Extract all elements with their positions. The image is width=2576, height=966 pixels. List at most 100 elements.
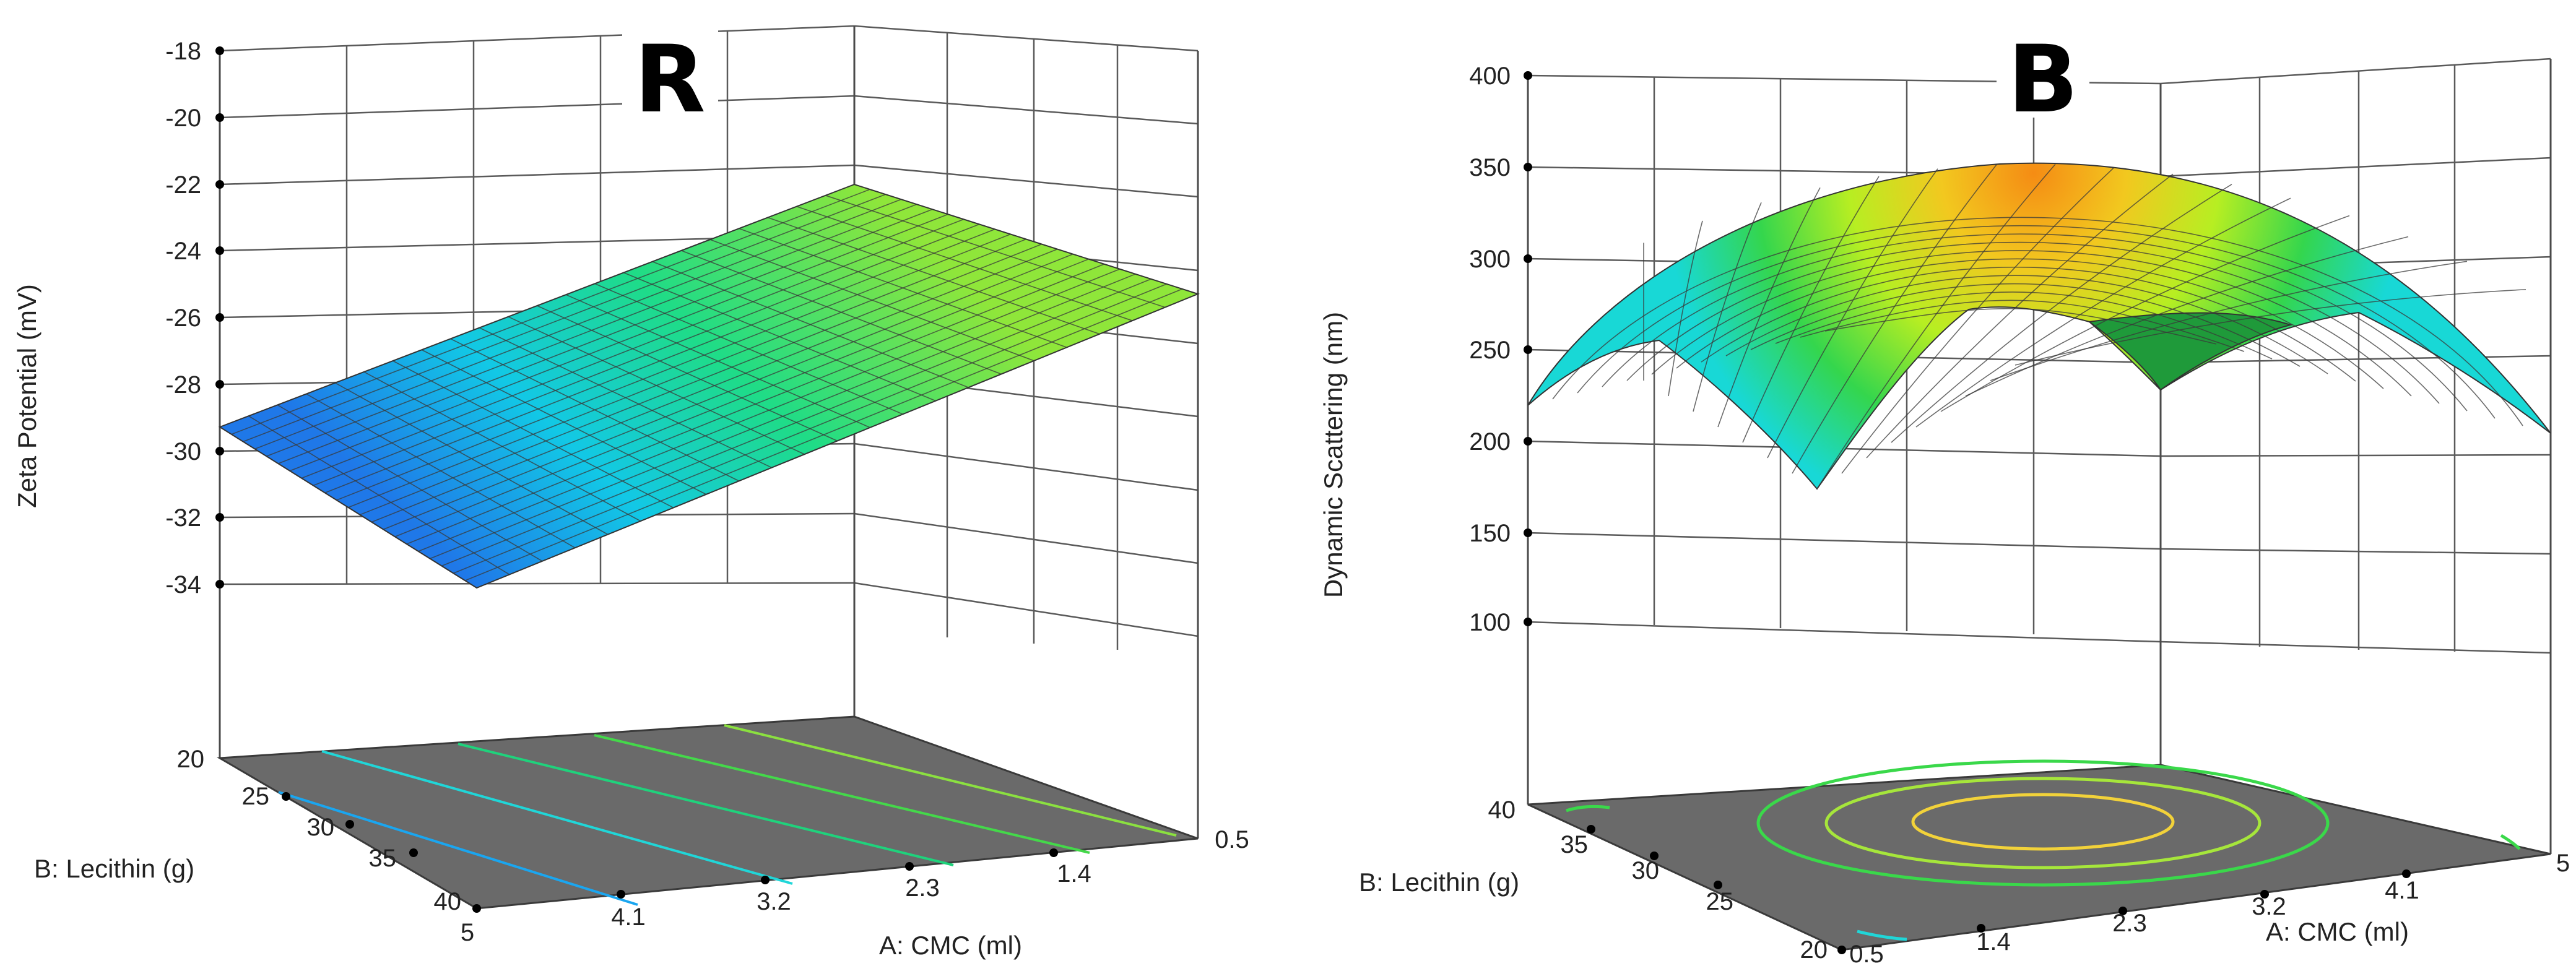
z-tick-label: -18 [165,38,201,65]
x-tick-label: 3.2 [2252,893,2286,920]
mesh-line [348,238,1026,508]
mesh-line [418,269,1121,552]
y-tick-label: 40 [1488,796,1516,824]
x-tick-label: 5 [2556,850,2570,877]
z-tick-labels: -18 -20 -22 -24 -26 -28 -30 -32 -34 [165,38,201,598]
contour-line [1857,929,1907,941]
mesh-line [266,204,917,457]
mesh-line [464,288,1183,581]
surface-mesh [231,189,1183,581]
floor-contours [1566,759,2521,941]
z-tick-label: -20 [165,105,201,132]
floor-ticks [1587,825,2411,954]
mesh-line [1915,197,2291,428]
mesh-line [1792,164,1997,474]
y-tick-label: 35 [1561,831,1589,858]
chart-b-dynamic-scattering: 400 350 300 250 200 150 100 Dynamic Scat… [1319,25,2570,966]
mesh-line [289,213,948,472]
mesh-line [1891,184,2232,443]
z-tick-label: 400 [1469,63,1511,90]
y-tick-label: 30 [307,814,335,841]
x-tick-label: 1.4 [1057,860,1091,887]
mesh-line [1626,241,2440,404]
mesh-line [1990,261,2468,381]
mesh-line [231,189,870,435]
x-tick-label: 4.1 [611,903,646,931]
z-axis-title: Dynamic Scattering (nm) [1319,312,1348,598]
y-tick-label: 40 [434,888,462,915]
back-wall-right [854,26,1198,839]
z-tick-label: 300 [1469,246,1511,273]
mesh-line [324,228,995,494]
x-tick-label: 2.3 [2112,910,2147,937]
mesh-line [441,278,1151,567]
y-axis-title: B: Lecithin (g) [1359,868,1519,897]
mesh-line [1693,202,1762,412]
y-tick-label: 35 [369,845,397,872]
response-surface [218,183,1200,589]
z-tick-label: 100 [1469,609,1511,636]
response-surface [1527,162,2551,490]
mesh-line [313,223,980,486]
contour-line [1566,804,1610,813]
mesh-line [1552,217,2523,426]
floor-ticks [282,792,1058,913]
floor-contours [278,724,1177,906]
z-tick-marks [1524,71,1532,626]
contour-line [724,724,1177,837]
mesh-line [254,199,901,450]
y-axis-title: B: Lecithin (g) [34,854,194,883]
mesh-line [430,274,1136,559]
surface-mesh [1552,163,2526,489]
panel-label: R [634,26,706,134]
back-wall-right [2161,59,2551,801]
panel-label-bg [1997,25,2089,118]
z-tick-label: -26 [165,304,201,332]
mesh-line [1866,173,2174,459]
y-tick-label: 25 [1706,888,1734,915]
contour-line [594,734,1090,854]
x-tick-label: 0.5 [1849,941,1884,966]
contour-line [1756,759,2330,887]
x-tick-label: 2.3 [905,874,940,902]
z-tick-label: 250 [1469,337,1511,364]
x-tick-label: 5 [461,919,474,946]
mesh-line [243,194,886,442]
floor-plane [1527,764,2551,951]
z-tick-label: -30 [165,438,201,465]
y-tick-label: 25 [242,783,270,810]
contour-line [458,743,954,866]
x-tick-label: 1.4 [1976,928,2011,955]
mesh-line [1816,163,2056,489]
z-axis-title: Zeta Potential (mV) [12,284,41,508]
mesh-line [1602,233,2468,412]
x-tick-label: 0.5 [1215,826,1249,853]
mesh-line [383,253,1073,530]
panel-label-bg [622,25,718,118]
mesh-line [1800,300,2245,352]
mesh-line [301,218,964,479]
x-tick-label: 4.1 [2385,877,2419,904]
contour-line [1911,793,2175,851]
mesh-line [1742,176,1880,443]
contour-line [278,791,638,906]
mesh-line [278,209,933,464]
contour-line [2500,834,2521,850]
mesh-line [1717,187,1821,428]
z-tick-label: 150 [1469,520,1511,547]
y-tick-label: 20 [177,746,205,773]
z-tick-label: 200 [1469,428,1511,455]
mesh-line [1750,283,2301,367]
y-tick-label: 30 [1632,857,1660,884]
mesh-line [336,233,1011,501]
mesh-line [2014,289,2526,366]
chart-r-zeta-potential: -18 -20 -22 -24 -26 -28 -30 -32 -34 Zeta… [12,25,1249,960]
mesh-line [394,258,1089,538]
mesh-line [1841,166,2115,474]
x-tick-label: 3.2 [757,888,791,915]
mesh-line [360,243,1043,515]
contour-line [1824,777,2262,869]
mesh-line [453,283,1167,574]
mesh-line [371,248,1058,523]
panel-label: B [2008,26,2078,134]
